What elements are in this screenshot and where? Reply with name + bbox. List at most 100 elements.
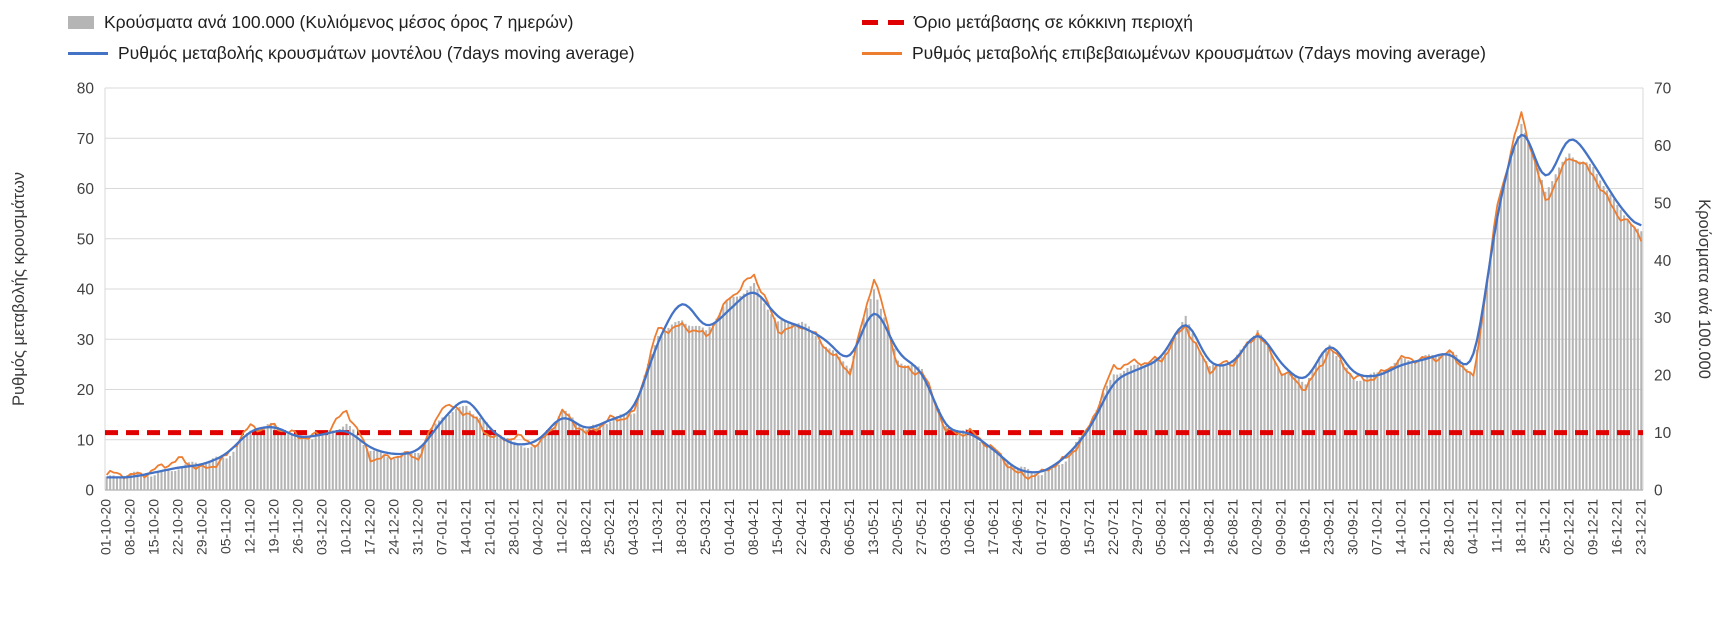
red-dash-segment bbox=[862, 19, 878, 25]
right-tick-label: 10 bbox=[1654, 425, 1672, 442]
x-tick-label: 29-04-21 bbox=[817, 499, 833, 555]
plot-area: 0 10 20 30 40 50 60 70 80 0 10 20 30 40 50 60 70 Ρυθμός μ… bbox=[10, 81, 1712, 556]
x-tick-label: 19-11-20 bbox=[266, 499, 282, 554]
left-tick-label: 70 bbox=[77, 131, 95, 148]
left-tick-label: 30 bbox=[77, 332, 95, 349]
x-tick-label: 10-12-20 bbox=[337, 499, 353, 555]
x-tick-label: 13-05-21 bbox=[865, 499, 881, 555]
x-tick-label: 16-12-21 bbox=[1608, 499, 1624, 555]
x-tick-label: 08-04-21 bbox=[745, 499, 761, 555]
x-tick-label: 29-07-21 bbox=[1129, 499, 1145, 555]
bar-swatch-icon bbox=[68, 15, 94, 29]
bars-cases-per-100k bbox=[105, 123, 1643, 491]
x-tick-label: 18-11-21 bbox=[1512, 499, 1528, 554]
x-tick-label: 15-04-21 bbox=[769, 499, 785, 555]
x-tick-label: 12-08-21 bbox=[1177, 499, 1193, 555]
x-tick-label: 22-04-21 bbox=[793, 499, 809, 555]
x-tick-label: 02-12-21 bbox=[1560, 499, 1576, 555]
x-tick-label: 21-01-21 bbox=[481, 499, 497, 555]
model-cases-rate-line bbox=[106, 133, 1642, 479]
right-tick-label: 20 bbox=[1654, 368, 1672, 385]
legend-item-confirmed-rate: Ρυθμός μεταβολής επιβεβαιωμένων κρουσμάτ… bbox=[862, 41, 1486, 65]
x-tick-label: 04-11-21 bbox=[1464, 499, 1480, 554]
x-tick-label: 04-02-21 bbox=[529, 499, 545, 555]
x-tick-label: 22-10-20 bbox=[170, 499, 186, 555]
x-tick-label: 06-05-21 bbox=[841, 499, 857, 555]
x-tick-label: 15-10-20 bbox=[146, 499, 162, 555]
x-tick-label: 29-10-20 bbox=[194, 499, 210, 555]
x-tick-label: 22-07-21 bbox=[1105, 499, 1121, 555]
x-tick-label: 25-02-21 bbox=[601, 499, 617, 555]
x-tick-label: 01-07-21 bbox=[1033, 499, 1049, 555]
right-tick-label: 60 bbox=[1654, 138, 1672, 155]
legend-item-cases-bars: Κρούσματα ανά 100.000 (Κυλιόμενος μέσος … bbox=[68, 10, 635, 34]
x-tick-label: 18-02-21 bbox=[577, 499, 593, 555]
x-tick-label: 07-10-21 bbox=[1369, 499, 1385, 555]
x-tick-label: 19-08-21 bbox=[1201, 499, 1217, 555]
x-tick-label: 09-12-21 bbox=[1584, 499, 1600, 555]
legend-column-right: Όριο μετάβασης σε κόκκινη περιοχή Ρυθμός… bbox=[862, 10, 1486, 65]
right-tick-label: 50 bbox=[1654, 195, 1672, 212]
x-tick-label: 11-02-21 bbox=[553, 499, 569, 554]
x-tick-label: 10-06-21 bbox=[961, 499, 977, 555]
x-tick-label: 23-09-21 bbox=[1321, 499, 1337, 555]
confirmed-cases-rate-line bbox=[106, 111, 1643, 480]
x-tick-label: 24-12-20 bbox=[385, 499, 401, 555]
legend-item-threshold: Όριο μετάβασης σε κόκκινη περιοχή bbox=[862, 10, 1486, 34]
x-tick-label: 09-09-21 bbox=[1273, 499, 1289, 555]
x-tick-label: 12-11-20 bbox=[242, 499, 258, 554]
x-tick-label: 08-10-20 bbox=[122, 499, 138, 555]
left-tick-label: 20 bbox=[77, 382, 95, 399]
x-tick-label: 30-09-21 bbox=[1345, 499, 1361, 555]
right-tick-label: 30 bbox=[1654, 310, 1672, 327]
x-tick-label: 21-10-21 bbox=[1416, 499, 1432, 555]
orange-line-swatch-icon bbox=[862, 51, 902, 55]
x-tick-label: 15-07-21 bbox=[1081, 499, 1097, 555]
x-tick-label: 20-05-21 bbox=[889, 499, 905, 555]
legend-label-model-rate: Ρυθμός μεταβολής κρουσμάτων μοντέλου (7d… bbox=[118, 42, 635, 63]
x-tick-label: 27-05-21 bbox=[913, 499, 929, 555]
blue-line-swatch-icon bbox=[68, 51, 108, 55]
left-tick-label: 60 bbox=[77, 181, 95, 198]
legend-label-cases-bars: Κρούσματα ανά 100.000 (Κυλιόμενος μέσος … bbox=[104, 11, 574, 32]
x-tick-label: 28-10-21 bbox=[1440, 499, 1456, 555]
red-dashed-swatch-icon bbox=[862, 19, 904, 25]
x-tick-label: 17-12-20 bbox=[361, 499, 377, 555]
legend-label-threshold: Όριο μετάβασης σε κόκκινη περιοχή bbox=[914, 11, 1194, 32]
left-axis-title: Ρυθμός μεταβολής κρουσμάτων bbox=[10, 172, 28, 406]
x-tick-label: 17-06-21 bbox=[985, 499, 1001, 555]
legend: Κρούσματα ανά 100.000 (Κυλιόμενος μέσος … bbox=[0, 10, 1712, 66]
x-tick-label: 28-01-21 bbox=[505, 499, 521, 555]
x-tick-label: 31-12-20 bbox=[409, 499, 425, 555]
x-tick-label: 18-03-21 bbox=[673, 499, 689, 555]
x-tick-label: 14-01-21 bbox=[457, 499, 473, 555]
x-tick-label: 23-12-21 bbox=[1632, 499, 1648, 555]
legend-label-confirmed-rate: Ρυθμός μεταβολής επιβεβαιωμένων κρουσμάτ… bbox=[912, 42, 1486, 63]
x-tick-label: 25-03-21 bbox=[697, 499, 713, 555]
legend-item-model-rate: Ρυθμός μεταβολής κρουσμάτων μοντέλου (7d… bbox=[68, 41, 635, 65]
right-tick-label: 0 bbox=[1654, 483, 1663, 500]
x-tick-label: 24-06-21 bbox=[1009, 499, 1025, 555]
left-tick-label: 40 bbox=[77, 282, 95, 299]
x-tick-label: 16-09-21 bbox=[1297, 499, 1313, 555]
legend-column-left: Κρούσματα ανά 100.000 (Κυλιόμενος μέσος … bbox=[68, 10, 635, 65]
right-axis-title: Κρούσματα ανά 100.000 bbox=[1695, 199, 1712, 379]
x-tick-label: 26-08-21 bbox=[1225, 499, 1241, 555]
left-tick-label: 0 bbox=[85, 483, 94, 500]
red-dash-segment bbox=[888, 19, 904, 25]
x-tick-label: 02-09-21 bbox=[1249, 499, 1265, 555]
x-tick-label: 11-03-21 bbox=[649, 499, 665, 554]
x-tick-label: 05-08-21 bbox=[1153, 499, 1169, 555]
right-tick-label: 40 bbox=[1654, 253, 1672, 270]
right-tick-label: 70 bbox=[1654, 81, 1672, 98]
x-tick-label: 25-11-21 bbox=[1536, 499, 1552, 554]
x-tick-label: 03-12-20 bbox=[314, 499, 330, 555]
x-tick-label: 01-04-21 bbox=[721, 499, 737, 555]
x-tick-label: 03-06-21 bbox=[937, 499, 953, 555]
left-tick-label: 80 bbox=[77, 81, 95, 98]
x-tick-label: 05-11-20 bbox=[218, 499, 234, 554]
x-tick-label: 26-11-20 bbox=[290, 499, 306, 554]
x-tick-label: 11-11-21 bbox=[1488, 499, 1504, 553]
x-tick-label: 01-10-20 bbox=[98, 499, 114, 555]
